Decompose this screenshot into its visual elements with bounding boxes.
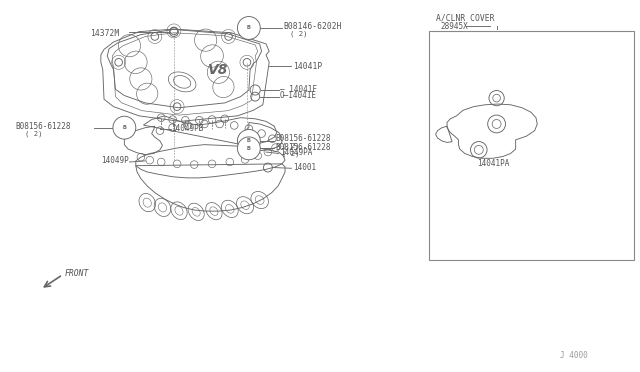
Text: B08146-6202H: B08146-6202H	[283, 22, 342, 31]
Text: O—14041E: O—14041E	[280, 92, 317, 100]
Circle shape	[237, 137, 260, 160]
Circle shape	[237, 16, 260, 39]
Bar	[429, 31, 634, 260]
Text: ( 2): ( 2)	[24, 130, 42, 137]
Text: 14041P: 14041P	[292, 61, 322, 71]
Text: B: B	[247, 25, 251, 31]
Circle shape	[237, 129, 260, 153]
Text: B08156-61228: B08156-61228	[15, 122, 70, 131]
Text: 14001: 14001	[292, 163, 316, 172]
Text: 14049P: 14049P	[101, 156, 129, 166]
Text: B08156-61228: B08156-61228	[276, 134, 331, 143]
Text: 14049PB: 14049PB	[172, 124, 204, 132]
Text: ( 2): ( 2)	[282, 150, 300, 157]
Text: FRONT: FRONT	[65, 269, 89, 278]
Text: B: B	[247, 138, 251, 144]
Text: — 14041F: — 14041F	[280, 85, 317, 94]
Text: B: B	[122, 125, 126, 130]
Text: 28945X: 28945X	[441, 22, 468, 31]
Circle shape	[113, 116, 136, 139]
Text: A/CLNR COVER: A/CLNR COVER	[436, 13, 494, 22]
Text: B: B	[247, 146, 251, 151]
Text: V8: V8	[208, 63, 228, 77]
Text: 14372M: 14372M	[90, 29, 119, 38]
Text: B08156-61228: B08156-61228	[276, 143, 331, 152]
Text: ( 2): ( 2)	[282, 142, 300, 149]
Text: 14049PA: 14049PA	[280, 148, 312, 157]
Text: ( 2): ( 2)	[289, 31, 307, 37]
Text: 14041PA: 14041PA	[477, 158, 510, 168]
Text: J 4000: J 4000	[560, 351, 588, 360]
